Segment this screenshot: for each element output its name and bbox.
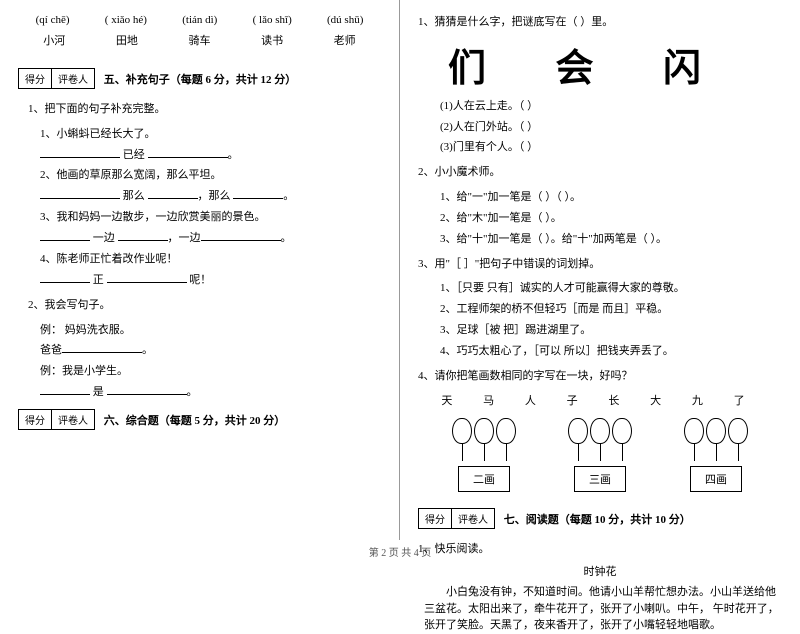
pinyin: (qí chē): [36, 14, 70, 26]
fill: 爸爸。: [40, 340, 381, 361]
riddle: (1)人在云上走。（ ）: [440, 96, 782, 117]
score-box: 得分评卷人: [418, 508, 495, 529]
riddle: (2)人在门外站。（ ）: [440, 117, 782, 138]
fill: 是 。: [40, 382, 381, 403]
fill: 已经 。: [40, 145, 381, 166]
word: 那么: [209, 190, 231, 202]
pinyin: ( lǎo shī): [253, 14, 292, 26]
question: 1、快乐阅读。: [418, 540, 782, 559]
item: 1、小蝌蚪已经长大了。: [40, 124, 381, 145]
word: 正: [93, 274, 104, 286]
example: 例： 妈妈洗衣服。: [40, 320, 381, 341]
character-options: 天 马 人 子 长 大 九 了: [418, 392, 782, 408]
word: 已经: [123, 149, 145, 161]
hanzi: 骑车: [174, 32, 224, 48]
example: 例：我是小学生。: [40, 361, 381, 382]
stroke-box: 四画: [690, 466, 742, 492]
wrong-item: 3、足球［被 把］踢进湖里了。: [440, 320, 782, 341]
hanzi: 小河: [29, 32, 79, 48]
pinyin-row: (qí chē) ( xiǎo hé) (tián dì) ( lǎo shī)…: [18, 14, 381, 26]
balloon-group: 四画: [684, 418, 748, 492]
fill: 那么 ，那么 。: [40, 186, 381, 207]
balloon-icon: [496, 418, 516, 444]
question: 2、小小魔术师。: [418, 163, 782, 182]
fill: 一边 ，一边。: [40, 228, 381, 249]
story-text: 小白兔没有钟，不知道时间。他请小山羊帮忙想办法。小山羊送给他三盆花。太阳出来了，…: [424, 584, 782, 634]
balloon-group: 三画: [568, 418, 632, 492]
item: 3、我和妈妈一边散步，一边欣赏美丽的景色。: [40, 207, 381, 228]
pinyin: (tián dì): [182, 14, 217, 26]
balloon-icon: [474, 418, 494, 444]
score-box: 得分评卷人: [18, 409, 95, 430]
hanzi: 老师: [320, 32, 370, 48]
score-box: 得分评卷人: [18, 68, 95, 89]
hanzi: 田地: [102, 32, 152, 48]
grader-label: 评卷人: [52, 69, 94, 88]
item: 4、陈老师正忙着改作业呢！: [40, 249, 381, 270]
word: 那么: [123, 190, 145, 202]
fill: 正 呢！: [40, 270, 381, 291]
wrong-item: 1、［只要 只有］诚实的人才可能赢得大家的尊敬。: [440, 278, 782, 299]
question: 1、猜猜是什么字，把谜底写在（ ）里。: [418, 13, 782, 32]
question: 3、用"［ ］"把句子中错误的词划掉。: [418, 255, 782, 274]
balloon-icon: [612, 418, 632, 444]
section-5-title: 五、补充句子（每题 6 分，共计 12 分）: [104, 74, 297, 86]
word: 呢！: [189, 274, 211, 286]
word: 一边: [93, 232, 115, 244]
right-column: 1、猜猜是什么字，把谜底写在（ ）里。 们 会 闪 (1)人在云上走。（ ） (…: [400, 0, 800, 540]
story-title: 时钟花: [418, 563, 782, 579]
score-label: 得分: [19, 69, 52, 88]
grader-label: 评卷人: [52, 410, 94, 429]
magic-item: 1、给"一"加一笔是（ ）（ ）。: [440, 187, 782, 208]
balloon-icon: [590, 418, 610, 444]
pinyin: (dú shū): [327, 14, 363, 26]
balloons-row: 二画 三画 四画: [426, 418, 774, 492]
magic-item: 2、给"木"加一笔是（ ）。: [440, 208, 782, 229]
big-characters: 们 会 闪: [448, 37, 782, 92]
word: 一边: [179, 232, 201, 244]
wrong-item: 4、巧巧太粗心了，［可以 所以］把钱夹弄丢了。: [440, 341, 782, 362]
score-label: 得分: [419, 509, 452, 528]
magic-item: 3、给"十"加一笔是（ ）。给"十"加两笔是（ ）。: [440, 229, 782, 250]
question: 1、把下面的句子补充完整。: [28, 100, 381, 119]
riddle: (3)门里有个人。（ ）: [440, 137, 782, 158]
hanzi: 读书: [247, 32, 297, 48]
hanzi-row: 小河 田地 骑车 读书 老师: [18, 32, 381, 48]
balloon-icon: [568, 418, 588, 444]
stroke-box: 三画: [574, 466, 626, 492]
stroke-box: 二画: [458, 466, 510, 492]
balloon-icon: [706, 418, 726, 444]
pinyin: ( xiǎo hé): [105, 14, 147, 26]
word: 爸爸: [40, 344, 62, 356]
section-7-title: 七、阅读题（每题 10 分，共计 10 分）: [504, 514, 691, 526]
wrong-item: 2、工程师架的桥不但轻巧［而是 而且］平稳。: [440, 299, 782, 320]
item: 2、他画的草原那么宽阔，那么平坦。: [40, 165, 381, 186]
balloon-group: 二画: [452, 418, 516, 492]
score-label: 得分: [19, 410, 52, 429]
balloon-icon: [728, 418, 748, 444]
section-6-title: 六、综合题（每题 5 分，共计 20 分）: [104, 415, 286, 427]
balloon-icon: [452, 418, 472, 444]
question: 2、我会写句子。: [28, 296, 381, 315]
left-column: (qí chē) ( xiǎo hé) (tián dì) ( lǎo shī)…: [0, 0, 400, 540]
grader-label: 评卷人: [452, 509, 494, 528]
balloon-icon: [684, 418, 704, 444]
word: 是: [93, 386, 104, 398]
question: 4、请你把笔画数相同的字写在一块，好吗？: [418, 367, 782, 386]
